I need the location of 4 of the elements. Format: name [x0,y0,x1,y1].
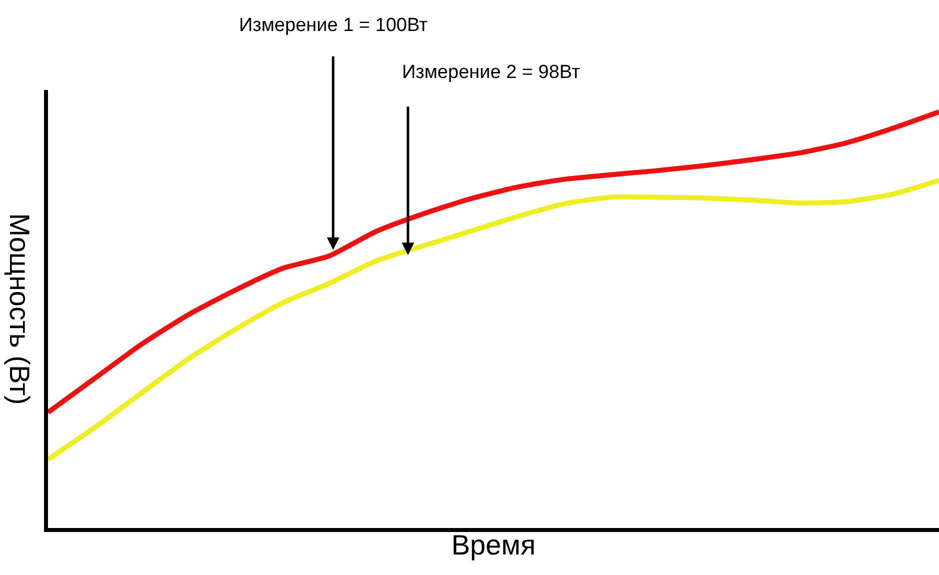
text: Измерение 2 = 98Вт [402,62,580,83]
x-axis-title: Время [451,530,536,561]
y-axis-title: Мощность (Вт) [4,213,35,405]
text: Измерение 1 = 100Вт [239,15,428,36]
